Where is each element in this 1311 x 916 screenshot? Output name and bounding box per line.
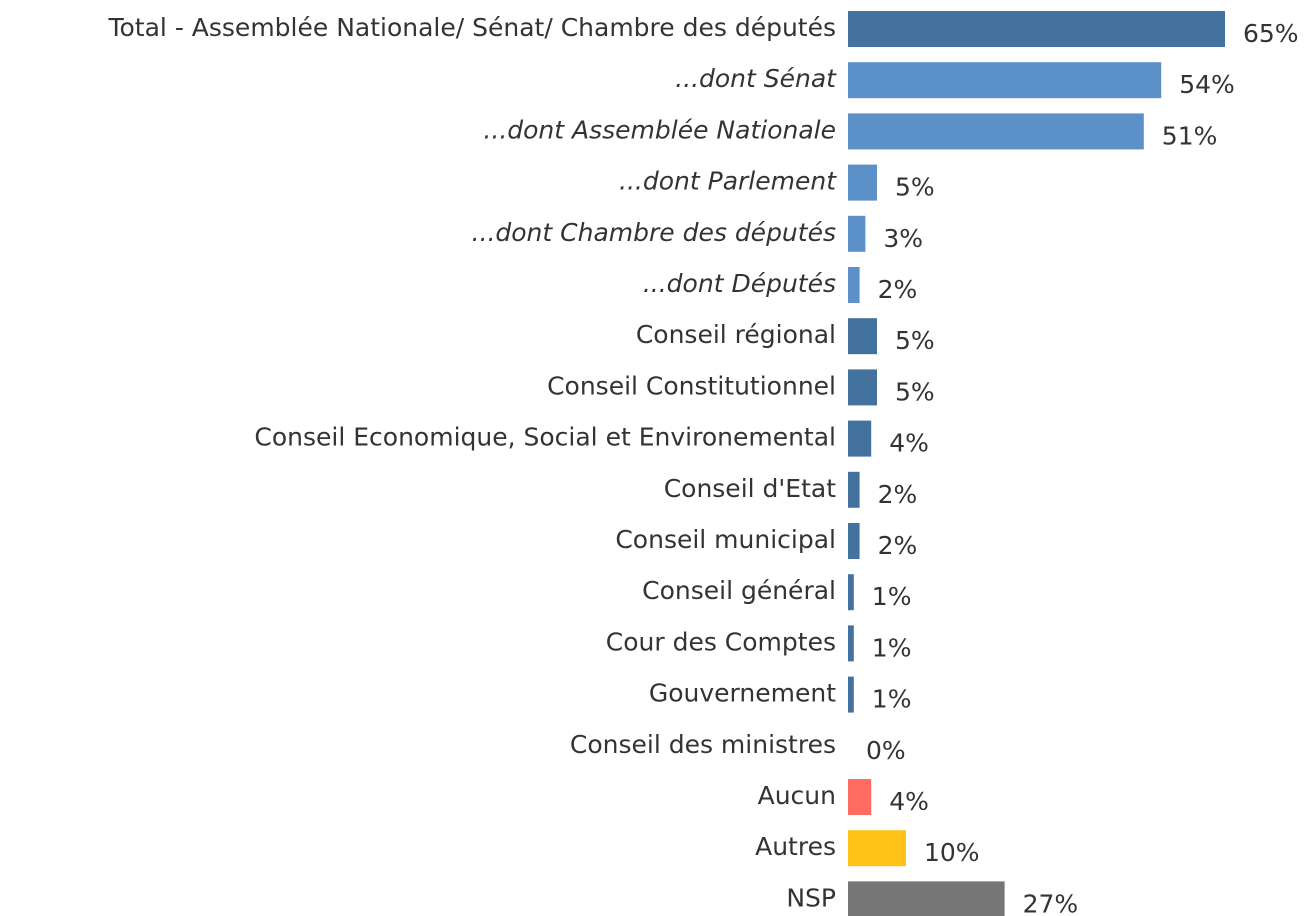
category-label: ...dont Députés [643,269,836,298]
category-label: NSP [786,883,836,912]
value-label: 3% [883,224,923,253]
value-label: 2% [878,480,918,509]
bar [848,625,854,662]
value-label: 5% [895,377,935,406]
category-label: Conseil général [642,576,836,605]
value-label: 4% [889,787,929,816]
bar [848,62,1162,99]
category-label: Conseil Economique, Social et Environeme… [254,423,836,452]
value-label: 4% [889,429,929,458]
bar [848,215,866,252]
bar [848,676,854,713]
value-label: 5% [895,326,935,355]
category-label: ...dont Chambre des députés [472,218,836,247]
bar [848,471,860,508]
value-label: 27% [1023,889,1079,916]
value-label: 2% [878,531,918,560]
value-label: 0% [866,736,906,765]
category-label: ...dont Assemblée Nationale [483,115,836,144]
value-label: 2% [878,275,918,304]
bar [848,113,1144,150]
category-label: Cour des Comptes [606,627,836,656]
bar [848,164,877,201]
value-label: 1% [872,633,912,662]
category-label: Aucun [758,781,836,810]
bar [848,830,906,867]
bar [848,523,860,559]
bar [848,11,1225,47]
bar [848,267,860,303]
bar [848,369,877,406]
bar [848,574,854,611]
value-label: 54% [1179,70,1235,99]
value-label: 1% [872,582,912,611]
value-label: 51% [1162,121,1218,150]
value-label: 10% [924,838,980,867]
category-label: Conseil municipal [615,525,836,554]
value-label: 5% [895,173,935,202]
category-label: Conseil des ministres [570,730,836,759]
category-label: ...dont Sénat [675,64,837,93]
bar [848,779,872,815]
category-label: Conseil d'Etat [664,474,837,503]
bar [848,881,1005,916]
category-label: Conseil Constitutionnel [547,371,836,400]
category-label: Gouvernement [649,679,836,708]
bar [848,420,872,457]
value-label: 65% [1243,19,1299,48]
category-label: ...dont Parlement [619,167,837,196]
bar [848,318,877,355]
value-label: 1% [872,685,912,714]
category-label: Conseil régional [636,320,836,349]
category-label: Autres [755,832,836,861]
category-label: Total - Assemblée Nationale/ Sénat/ Cham… [107,13,836,42]
